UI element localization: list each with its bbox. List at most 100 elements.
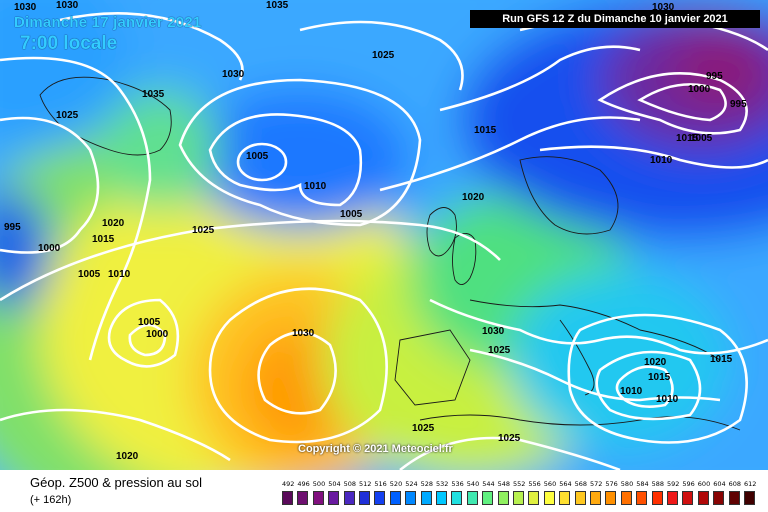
legend-label: 560 (543, 480, 557, 488)
legend-label: 520 (389, 480, 403, 488)
legend-swatch (482, 491, 494, 505)
legend-swatch (374, 491, 386, 505)
legend-swatch (651, 491, 663, 505)
legend-swatch (420, 491, 432, 505)
isobar-label: 1020 (644, 357, 667, 368)
isobar-label: 1000 (146, 329, 169, 340)
isobar-label: 1010 (108, 269, 131, 280)
legend-label: 504 (328, 480, 341, 488)
legend-swatch (312, 491, 324, 505)
legend-swatch (451, 491, 463, 505)
legend-swatch (297, 491, 309, 505)
isobar-label: 995 (706, 71, 723, 82)
isobar-label: 1005 (246, 151, 269, 162)
isobar-label: 1030 (652, 2, 675, 13)
chart-title: Géop. Z500 & pression au sol (30, 475, 202, 490)
isobar-label: 1015 (474, 125, 497, 136)
legend-swatch (605, 491, 617, 505)
isobar-label: 1005 (690, 133, 713, 144)
legend-swatch (466, 491, 478, 505)
legend-label: 516 (374, 480, 387, 488)
isobar-label: 1025 (192, 225, 215, 236)
isobar-label-group: 1030 1035 1030 1025 1030 1035 1025 1005 … (4, 0, 747, 462)
legend-label: 608 (728, 480, 742, 488)
legend-swatch (713, 491, 725, 505)
legend-swatch (328, 491, 340, 505)
isobar-label: 1025 (488, 345, 511, 356)
legend-label: 512 (359, 480, 372, 488)
isobar-label: 1025 (372, 50, 395, 61)
legend-label: 564 (559, 480, 572, 488)
legend-swatch (636, 491, 648, 505)
isobar-label: 1000 (38, 243, 61, 254)
legend-label: 584 (636, 480, 649, 488)
legend-label: 612 (744, 480, 757, 488)
forecast-date: Dimanche 17 janvier 2021 (14, 14, 202, 31)
legend-label: 524 (405, 480, 418, 488)
legend-label: 544 (482, 480, 495, 488)
legend-label: 600 (697, 480, 711, 488)
legend-swatch (405, 491, 417, 505)
forecast-map: 1030 1035 1030 1025 1030 1035 1025 1005 … (0, 0, 768, 470)
isobar-label: 1035 (142, 89, 165, 100)
copyright-notice: Copyright © 2021 Meteociel.fr (298, 443, 453, 455)
isobar-label: 1030 (222, 69, 245, 80)
legend-swatch (728, 491, 740, 505)
forecast-local-time: 7:00 locale (20, 33, 118, 54)
z500-color-field (0, 0, 768, 470)
legend-label: 548 (497, 480, 511, 488)
legend-label: 588 (651, 480, 665, 488)
isobar-label: 1020 (462, 192, 485, 203)
isobar-label: 1010 (620, 386, 643, 397)
legend-label: 536 (451, 480, 464, 488)
isobar-label: 1005 (340, 209, 363, 220)
isobar-label: 1015 (648, 372, 671, 383)
legend-swatch (559, 491, 571, 505)
legend-swatch (513, 491, 524, 505)
legend-label: 568 (574, 480, 588, 488)
isobar-label: 1030 (56, 0, 79, 11)
legend-label: 592 (667, 480, 680, 488)
isobar-label: 1010 (304, 181, 327, 192)
legend-label: 580 (620, 480, 634, 488)
legend-swatch (359, 491, 370, 505)
legend-label: 500 (312, 480, 326, 488)
legend-swatch (543, 491, 555, 505)
isobar-label: 1010 (656, 394, 679, 405)
isobar-label: 1035 (266, 0, 289, 11)
legend-swatch (343, 491, 355, 505)
legend-label: 528 (420, 480, 434, 488)
isobar-label: 1025 (56, 110, 79, 121)
isobar-label: 1025 (498, 433, 521, 444)
isobar-label: 1030 (292, 328, 315, 339)
legend-label: 604 (713, 480, 726, 488)
legend-swatch (528, 491, 540, 505)
isobar-label: 1015 (676, 133, 699, 144)
legend-swatch (389, 491, 401, 505)
isobar-label: 1020 (102, 218, 125, 229)
legend-label: 496 (297, 480, 310, 488)
legend-swatch (282, 491, 293, 505)
isobar-label: 995 (4, 222, 21, 233)
isobar-label: 1020 (116, 451, 139, 462)
isobar-label: 1005 (138, 317, 161, 328)
isobar-label: 1000 (688, 84, 711, 95)
map-canvas: 1030 1035 1030 1025 1030 1035 1025 1005 … (0, 0, 768, 470)
isobar-label: 1015 (710, 354, 733, 365)
isobar-label: 1030 (14, 2, 37, 13)
legend-label: 508 (343, 480, 357, 488)
legend-label: 532 (436, 480, 449, 488)
legend-swatch (744, 491, 755, 505)
isobar-label: 1030 (482, 326, 505, 337)
legend-swatch (682, 491, 694, 505)
legend-swatch (667, 491, 678, 505)
legend-label: 552 (513, 480, 526, 488)
legend-label: 576 (605, 480, 618, 488)
isobar-label: 995 (730, 99, 747, 110)
legend-label: 572 (590, 480, 603, 488)
isobar-lines (0, 12, 768, 470)
isobar-label: 1005 (78, 269, 101, 280)
legend-swatch (590, 491, 601, 505)
legend-swatch (620, 491, 632, 505)
